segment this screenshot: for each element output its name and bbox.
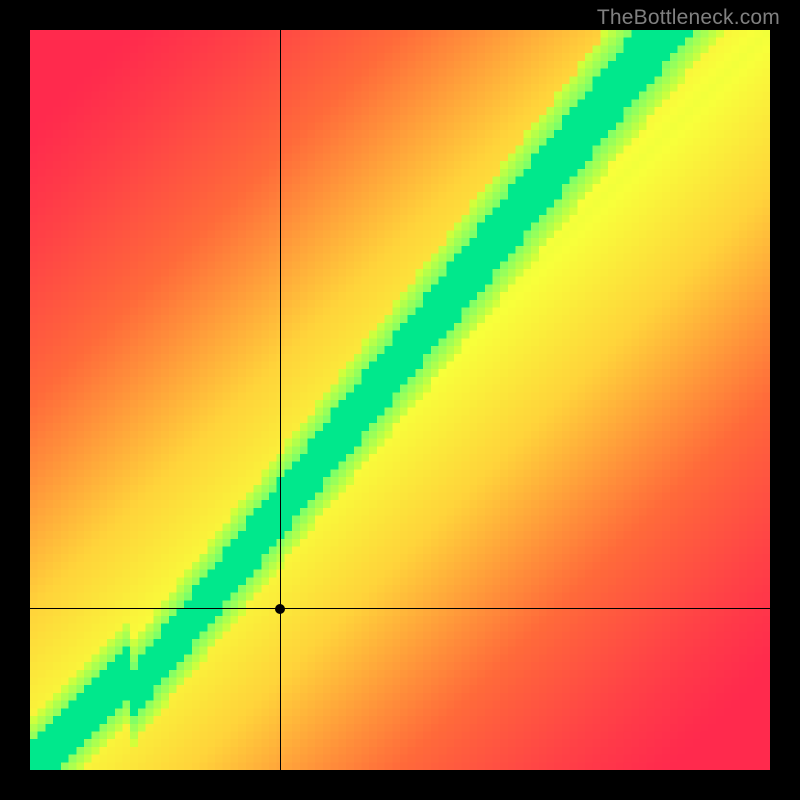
crosshair-dot bbox=[275, 604, 285, 614]
chart-container: { "watermark": { "text": "TheBottleneck.… bbox=[0, 0, 800, 800]
crosshair-horizontal bbox=[30, 608, 770, 609]
bottleneck-heatmap bbox=[30, 30, 770, 770]
crosshair-vertical bbox=[280, 30, 281, 770]
watermark-text: TheBottleneck.com bbox=[597, 6, 780, 30]
